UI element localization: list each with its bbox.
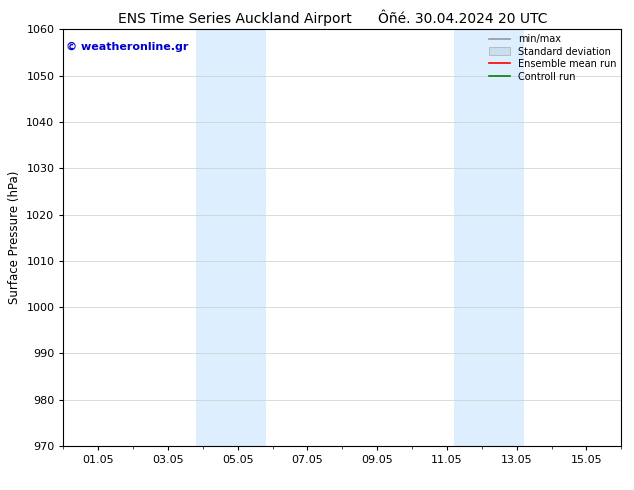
Legend: min/max, Standard deviation, Ensemble mean run, Controll run: min/max, Standard deviation, Ensemble me… xyxy=(487,32,618,83)
Text: ENS Time Series Auckland Airport: ENS Time Series Auckland Airport xyxy=(118,12,351,26)
Text: © weatheronline.gr: © weatheronline.gr xyxy=(66,42,188,52)
Text: Ôñé. 30.04.2024 20 UTC: Ôñé. 30.04.2024 20 UTC xyxy=(378,12,548,26)
Bar xyxy=(196,29,266,446)
Y-axis label: Surface Pressure (hPa): Surface Pressure (hPa) xyxy=(8,171,21,304)
Bar xyxy=(454,29,524,446)
